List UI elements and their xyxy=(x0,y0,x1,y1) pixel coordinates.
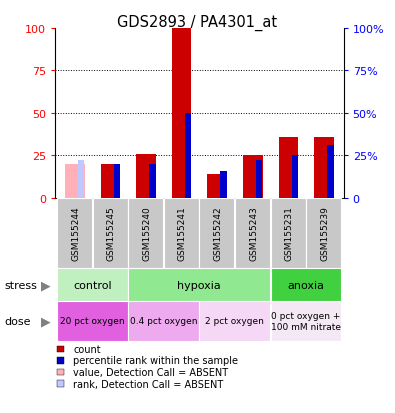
Bar xyxy=(243,156,263,198)
Text: GSM155243: GSM155243 xyxy=(249,206,258,261)
Bar xyxy=(57,301,128,341)
Text: 20 pct oxygen: 20 pct oxygen xyxy=(60,317,125,325)
Bar xyxy=(172,29,192,198)
Text: ▶: ▶ xyxy=(41,315,50,328)
Bar xyxy=(128,198,163,268)
Bar xyxy=(128,268,270,301)
Text: 0 pct oxygen +
100 mM nitrate: 0 pct oxygen + 100 mM nitrate xyxy=(271,311,341,331)
Bar xyxy=(292,156,298,198)
Text: 2 pct oxygen: 2 pct oxygen xyxy=(205,317,264,325)
Text: GSM155245: GSM155245 xyxy=(107,206,116,261)
Bar xyxy=(93,198,128,268)
Bar xyxy=(271,268,341,301)
Bar xyxy=(235,198,270,268)
Bar xyxy=(164,198,199,268)
Text: GSM155240: GSM155240 xyxy=(142,206,151,261)
Text: count: count xyxy=(73,344,101,354)
Bar xyxy=(199,301,270,341)
Bar xyxy=(207,175,227,198)
Bar xyxy=(136,154,156,198)
Bar xyxy=(271,198,306,268)
Text: GSM155241: GSM155241 xyxy=(178,206,187,261)
Text: rank, Detection Call = ABSENT: rank, Detection Call = ABSENT xyxy=(73,379,223,389)
Bar xyxy=(65,164,85,198)
Bar xyxy=(128,301,199,341)
Bar xyxy=(199,198,234,268)
Text: dose: dose xyxy=(4,316,30,326)
Text: ▶: ▶ xyxy=(41,278,50,292)
Bar xyxy=(327,146,334,198)
Text: hypoxia: hypoxia xyxy=(177,280,221,290)
Text: anoxia: anoxia xyxy=(288,280,324,290)
Text: 0.4 pct oxygen: 0.4 pct oxygen xyxy=(130,317,197,325)
Text: GSM155231: GSM155231 xyxy=(285,206,294,261)
Bar xyxy=(114,164,120,198)
Bar xyxy=(149,164,156,198)
Bar xyxy=(220,171,227,198)
Bar xyxy=(279,137,298,198)
Text: GSM155242: GSM155242 xyxy=(213,206,222,261)
Text: percentile rank within the sample: percentile rank within the sample xyxy=(73,356,238,366)
Text: GSM155244: GSM155244 xyxy=(71,206,80,261)
Text: value, Detection Call = ABSENT: value, Detection Call = ABSENT xyxy=(73,367,228,377)
Bar xyxy=(57,268,128,301)
Bar xyxy=(271,301,341,341)
Bar xyxy=(256,161,263,198)
Text: GDS2893 / PA4301_at: GDS2893 / PA4301_at xyxy=(117,14,278,31)
Bar xyxy=(314,137,334,198)
Bar xyxy=(78,161,85,198)
Text: stress: stress xyxy=(4,280,37,290)
Text: control: control xyxy=(73,280,112,290)
Bar xyxy=(57,198,92,268)
Text: GSM155239: GSM155239 xyxy=(320,206,329,261)
Bar xyxy=(306,198,341,268)
Bar xyxy=(185,114,191,198)
Bar xyxy=(101,164,120,198)
